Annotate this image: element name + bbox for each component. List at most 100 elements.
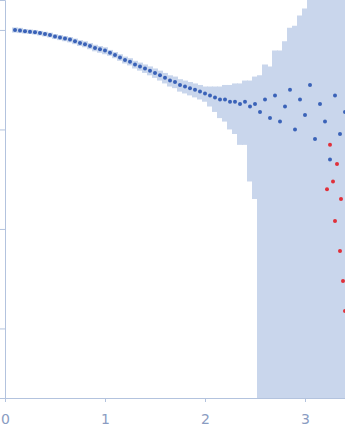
data-point: [258, 110, 262, 114]
data-point: [48, 33, 52, 37]
x-tick: 0: [1, 398, 10, 427]
data-point: [253, 102, 257, 106]
data-point: [328, 143, 332, 147]
data-point: [78, 41, 82, 45]
data-point: [288, 88, 292, 92]
data-point: [318, 102, 322, 106]
data-point: [53, 34, 57, 38]
chart: 0 1 2 3: [0, 0, 345, 437]
data-point: [63, 37, 67, 41]
data-point: [153, 71, 157, 75]
data-point: [123, 58, 127, 62]
x-tick-mark: [105, 398, 106, 402]
data-point: [233, 100, 237, 104]
data-point: [113, 53, 117, 57]
x-tick-mark: [305, 398, 306, 402]
y-tick: [0, 229, 5, 230]
data-point: [333, 219, 337, 223]
data-point: [313, 137, 317, 141]
x-tick-label: 1: [101, 411, 110, 427]
data-point: [158, 73, 162, 77]
data-point: [43, 32, 47, 36]
data-point: [13, 28, 17, 32]
series-points: [325, 143, 345, 313]
data-point: [198, 90, 202, 94]
y-axis-line: [0, 1, 6, 399]
data-point: [303, 113, 307, 117]
data-point: [343, 110, 345, 114]
data-point: [188, 86, 192, 90]
data-point: [208, 93, 212, 97]
data-point: [339, 197, 343, 201]
x-tick-label: 0: [1, 411, 10, 427]
data-point: [228, 100, 232, 104]
data-point: [88, 44, 92, 48]
data-point: [343, 309, 345, 313]
data-point: [23, 29, 27, 33]
x-tick-label: 3: [301, 411, 310, 427]
y-tick-mark: [0, 129, 5, 130]
data-point: [143, 66, 147, 70]
y-tick-mark: [0, 328, 5, 329]
x-tick: 1: [101, 398, 110, 427]
data-point: [118, 55, 122, 59]
y-tick-mark: [0, 229, 5, 230]
series-points: [13, 28, 345, 161]
data-point: [18, 28, 22, 32]
data-point: [268, 116, 272, 120]
error-bars: [15, 0, 345, 398]
data-point: [58, 35, 62, 39]
data-point: [98, 47, 102, 51]
data-point: [218, 98, 222, 102]
data-point: [103, 49, 107, 53]
data-point: [128, 60, 132, 64]
x-tick-label: 2: [201, 411, 210, 427]
data-point: [108, 51, 112, 55]
y-axis: [0, 1, 6, 399]
data-point: [173, 80, 177, 84]
data-point: [298, 98, 302, 102]
y-tick: [0, 30, 5, 31]
data-point: [148, 69, 152, 73]
data-point: [28, 30, 32, 34]
data-point: [328, 157, 332, 161]
x-axis-line: [6, 399, 345, 403]
data-point: [323, 120, 327, 124]
data-point: [283, 105, 287, 109]
data-point: [341, 279, 345, 283]
data-point: [325, 187, 329, 191]
y-tick: [0, 129, 5, 130]
data-point: [138, 64, 142, 68]
data-point: [273, 93, 277, 97]
x-tick: 2: [201, 398, 210, 427]
data-point: [168, 79, 172, 83]
data-point: [83, 42, 87, 46]
data-point: [183, 85, 187, 89]
data-point: [238, 102, 242, 106]
data-point: [338, 249, 342, 253]
data-point: [203, 91, 207, 95]
x-tick-mark: [205, 398, 206, 402]
data-point: [248, 105, 252, 109]
data-point: [133, 62, 137, 66]
data-point: [213, 95, 217, 99]
y-tick-mark: [0, 30, 5, 31]
data-point: [68, 38, 72, 42]
data-point: [338, 132, 342, 136]
data-point: [278, 120, 282, 124]
data-point: [308, 83, 312, 87]
data-point: [331, 179, 335, 183]
data-point: [163, 76, 167, 80]
data-point: [178, 83, 182, 87]
x-tick: 3: [301, 398, 310, 427]
data-point: [93, 46, 97, 50]
x-axis: 0 1 2 3: [1, 398, 345, 427]
data-point: [335, 162, 339, 166]
data-point: [193, 88, 197, 92]
plot-area: [13, 0, 345, 398]
data-point: [38, 31, 42, 35]
data-point: [223, 98, 227, 102]
data-point: [243, 100, 247, 104]
y-tick: [0, 328, 5, 329]
data-point: [293, 127, 297, 131]
